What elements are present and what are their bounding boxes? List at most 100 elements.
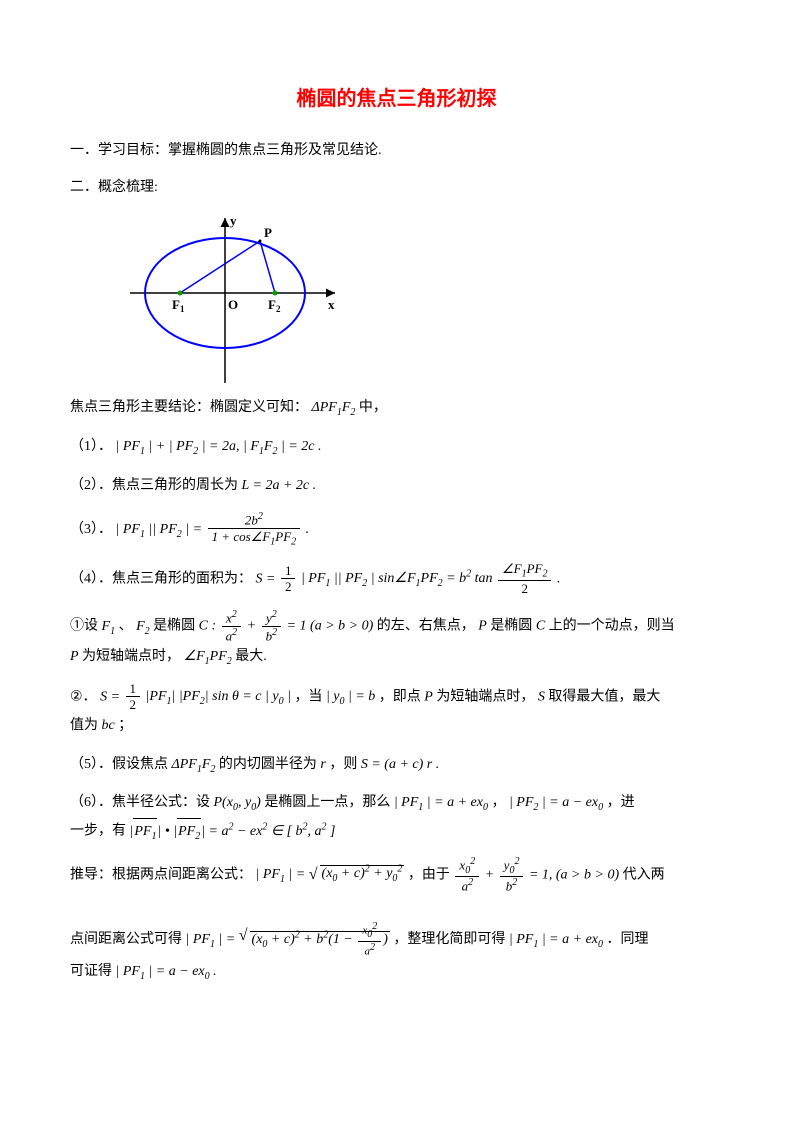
c1-a: ①设 xyxy=(70,619,102,634)
dv-g: 可证得 xyxy=(70,964,116,979)
item-4: （4）．焦点三角形的面积为： S = 12 | PF1 || PF2 | sin… xyxy=(70,561,723,597)
ellipse-diagram: F1 F2 O P x y xyxy=(130,213,723,383)
item1-prefix: （1）． xyxy=(70,439,112,454)
item6-c: ， xyxy=(491,795,505,810)
c1-eq: C : xyxy=(199,619,220,634)
dv-a: 推导：根据两点间距离公式： xyxy=(70,867,252,882)
circled-2: ②． S = 12 |PF1| |PF2| sin θ = c | y0 | ，… xyxy=(70,681,723,740)
c2-S2: S xyxy=(538,689,545,704)
c1-d: 的左、右焦点， xyxy=(377,619,475,634)
item6-prod: |PF1| • |PF2| = a2 − ex2 ∈ [ b2, a2 ] xyxy=(130,824,336,839)
triangle-pf1f2: ΔPF1F2 xyxy=(312,400,356,415)
dv-d: 点间距离公式可得 xyxy=(70,932,186,947)
c1-g: 为短轴端点时， xyxy=(82,649,180,664)
c1-angle: ∠F1PF2 xyxy=(184,649,232,664)
label-y: y xyxy=(230,213,237,228)
c1-C: C xyxy=(536,619,545,634)
item2-prefix: （2）．焦点三角形的周长为 xyxy=(70,478,242,493)
circled-1: ①设 F1 、 F2 是椭圆 C : x2a2 + y2b2 = 1 (a > … xyxy=(70,609,723,671)
c2-y0b: | y0 | = b xyxy=(326,689,375,704)
half-frac: 12 xyxy=(281,563,296,595)
item6-p: P(x0, y0) xyxy=(214,795,261,810)
label-x: x xyxy=(328,297,335,312)
item5-prefix: （5）．假设焦点 xyxy=(70,757,172,772)
c2-e: 取得最大值，最大 xyxy=(548,689,660,704)
c1-p: P xyxy=(478,619,487,634)
dv-pf1-sqrt: | PF1 | = xyxy=(256,867,309,882)
item6-prefix: （6）．焦半径公式：设 xyxy=(70,795,214,810)
dv-f: ．同理 xyxy=(607,932,649,947)
c1-cond: = 1 (a > b > 0) xyxy=(287,619,374,634)
intro-suffix: 中， xyxy=(359,400,387,415)
point-p xyxy=(259,240,262,243)
c2-g: ； xyxy=(118,718,132,733)
c2-bc: bc xyxy=(102,718,115,733)
c2-f: 值为 xyxy=(70,718,102,733)
dv-pf1-sqrt2: | PF1 | = xyxy=(186,932,239,947)
item-5: （5）．假设焦点 ΔPF1F2 的内切圆半径为 r ，则 S = (a + c)… xyxy=(70,752,723,779)
item3-prefix: （3）． xyxy=(70,522,112,537)
item5-r: r xyxy=(320,757,325,772)
item3-fraction: 2b2 1 + cos∠F1PF2 xyxy=(208,511,301,549)
c1-b: 、 xyxy=(119,619,133,634)
yb-frac: y2b2 xyxy=(262,609,282,644)
label-f2: F2 xyxy=(268,297,281,314)
item5-formula: S = (a + c) r . xyxy=(361,757,439,772)
derivation: 推导：根据两点间距离公式： | PF1 | = (x0 + c)2 + y02 … xyxy=(70,856,723,986)
item5-tri: ΔPF1F2 xyxy=(172,757,216,772)
item6-d: ，进 xyxy=(607,795,635,810)
item-2: （2）．焦点三角形的周长为 L = 2a + 2c . xyxy=(70,473,723,500)
sqrt-2: (x0 + c)2 + b2(1 − x02a2) xyxy=(239,921,390,959)
item-6: （6）．焦半径公式：设 P(x0, y0) 是椭圆上一点，那么 | PF1 | … xyxy=(70,790,723,845)
item3-formula: | PF1 || PF2 | = xyxy=(116,522,206,537)
sqrt-1: (x0 + c)2 + y02 xyxy=(309,860,405,890)
dv-b: ，由于 xyxy=(408,867,454,882)
intro-text: 焦点三角形主要结论：椭圆定义可知： xyxy=(70,400,308,415)
item6-b: 是椭圆上一点，那么 xyxy=(264,795,394,810)
c1-p2: P xyxy=(70,649,79,664)
main-conclusion-intro: 焦点三角形主要结论：椭圆定义可知： ΔPF1F2 中， xyxy=(70,395,723,422)
c2-b: ，当 xyxy=(294,689,326,704)
item1-formula: | PF1 | + | PF2 | = 2a, | F1F2 | = 2c . xyxy=(116,439,322,454)
diagram-svg: F1 F2 O P x y xyxy=(130,213,340,383)
c2-c: ，即点 xyxy=(379,689,425,704)
item6-e: 一步，有 xyxy=(70,824,130,839)
section-concepts: 二．概念梳理: xyxy=(70,175,723,202)
c2-formula: |PF1| |PF2| sin θ = c | y0 | xyxy=(146,689,291,704)
dv-result2: | PF1 | = a − ex0 . xyxy=(116,964,217,979)
c2-p: P xyxy=(424,689,433,704)
item-3: （3）． | PF1 || PF2 | = 2b2 1 + cos∠F1PF2 … xyxy=(70,511,723,549)
section-objectives: 一．学习目标：掌握椭圆的焦点三角形及常见结论. xyxy=(70,138,723,165)
page-title: 椭圆的焦点三角形初探 xyxy=(70,80,723,118)
item4-formula-a: S = xyxy=(256,571,279,586)
c1-h: 最大. xyxy=(235,649,267,664)
label-o: O xyxy=(228,297,238,312)
label-f1: F1 xyxy=(172,297,185,314)
document-page: 椭圆的焦点三角形初探 一．学习目标：掌握椭圆的焦点三角形及常见结论. 二．概念梳… xyxy=(0,0,793,1055)
item5-b: 的内切圆半径为 xyxy=(219,757,321,772)
y0b-frac: y02b2 xyxy=(500,856,524,895)
point-f1 xyxy=(178,291,183,296)
c2-S: S = xyxy=(100,689,123,704)
dv-c: 代入两 xyxy=(623,867,665,882)
c2-a: ②． xyxy=(70,689,97,704)
c1-f1: F1 xyxy=(102,619,116,634)
c1-c: 是椭圆 xyxy=(153,619,199,634)
item6-pf1: | PF1 | = a + ex0 xyxy=(394,795,488,810)
dv-e: ，整理化简即可得 xyxy=(393,932,509,947)
c2-d: 为短轴端点时， xyxy=(436,689,534,704)
item6-pf2: | PF2 | = a − ex0 xyxy=(509,795,603,810)
item4-formula-b: | PF1 || PF2 | sin∠F1PF2 = b2 tan xyxy=(301,571,493,586)
xa-frac: x2a2 xyxy=(222,609,242,644)
c1-e: 是椭圆 xyxy=(490,619,536,634)
item5-c: ，则 xyxy=(329,757,361,772)
point-f2 xyxy=(273,291,278,296)
item-1: （1）． | PF1 | + | PF2 | = 2a, | F1F2 | = … xyxy=(70,434,723,461)
label-p: P xyxy=(264,225,272,240)
c1-f: 上的一个动点，则当 xyxy=(549,619,675,634)
half-frac-2: 12 xyxy=(126,681,141,713)
dv-eq1: = 1, (a > b > 0) xyxy=(529,867,619,882)
x0a-frac: x02a2 xyxy=(455,856,479,895)
angle-half-frac: ∠F1PF2 2 xyxy=(498,561,552,597)
item2-formula: L = 2a + 2c . xyxy=(242,478,317,493)
